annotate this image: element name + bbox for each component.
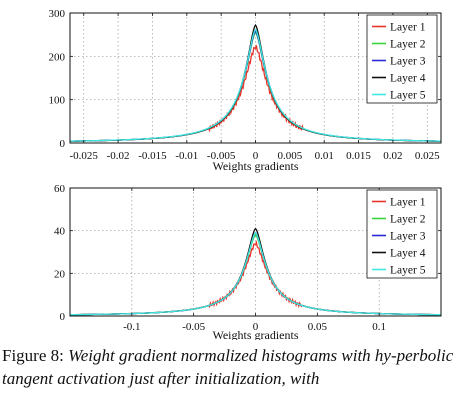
x-axis-label: Weights gradients bbox=[212, 159, 298, 173]
legend-label: Layer 1 bbox=[390, 22, 426, 34]
legend-label: Layer 5 bbox=[390, 90, 426, 102]
legend-label: Layer 2 bbox=[390, 39, 426, 51]
x-tick-label: 0.02 bbox=[383, 150, 402, 162]
legend-label: Layer 4 bbox=[390, 248, 426, 260]
x-tick-label: -0.1 bbox=[123, 321, 140, 333]
x-tick-label: -0.05 bbox=[182, 321, 205, 333]
x-tick-label: -0.015 bbox=[138, 150, 167, 162]
x-tick-label: 0 bbox=[253, 321, 259, 333]
legend-label: Layer 3 bbox=[390, 231, 426, 243]
legend-box bbox=[366, 14, 438, 104]
x-tick-label: 0.1 bbox=[372, 321, 386, 333]
legend-label: Layer 4 bbox=[390, 73, 426, 85]
x-tick-label: 0.01 bbox=[315, 150, 334, 162]
series-line-layer-5 bbox=[69, 28, 442, 142]
bottom-histogram-plot: -0.1 -0.05 0 0.05 0.1 0 20 40 60 Weights gradient… bbox=[54, 183, 442, 340]
legend-label: Layer 5 bbox=[390, 265, 426, 277]
legend-label: Layer 3 bbox=[390, 56, 426, 68]
x-tick-label: 0.025 bbox=[415, 150, 440, 162]
figure: -0.025 -0.02 -0.015 -0.01 -0.005 0 0.005 0.01 0.… bbox=[49, 8, 442, 340]
x-tick-label: 0.05 bbox=[308, 321, 328, 333]
x-tick-label: 0.015 bbox=[346, 150, 371, 162]
x-tick-label: 0 bbox=[253, 150, 259, 162]
legend-label: Layer 1 bbox=[390, 197, 426, 209]
y-tick-label: 0 bbox=[60, 138, 66, 150]
legend-label: Layer 2 bbox=[390, 214, 426, 226]
x-tick-label: -0.025 bbox=[70, 150, 99, 162]
y-tick-label: 200 bbox=[49, 51, 66, 63]
y-tick-label: 60 bbox=[54, 183, 66, 195]
figure-caption: Figure 8: Weight gradient normalized his… bbox=[2, 344, 472, 390]
y-tick-label: 40 bbox=[54, 226, 66, 238]
y-tick-label: 20 bbox=[54, 268, 66, 280]
caption-text: Weight gradient normalized histograms wi… bbox=[2, 346, 454, 388]
top-histogram-plot: -0.025 -0.02 -0.015 -0.01 -0.005 0 0.005 0.01 0.… bbox=[49, 8, 442, 173]
x-tick-label: -0.02 bbox=[107, 150, 130, 162]
caption-label: Figure 8: bbox=[2, 346, 64, 365]
legend-box bbox=[366, 189, 438, 279]
y-tick-label: 100 bbox=[49, 95, 66, 107]
y-tick-label: 0 bbox=[60, 311, 66, 323]
x-tick-label: -0.01 bbox=[175, 150, 198, 162]
x-tick-label: -0.005 bbox=[207, 150, 236, 162]
y-tick-label: 300 bbox=[49, 8, 66, 20]
x-axis-label: Weights gradients bbox=[212, 328, 298, 340]
x-tick-label: 0.005 bbox=[277, 150, 302, 162]
